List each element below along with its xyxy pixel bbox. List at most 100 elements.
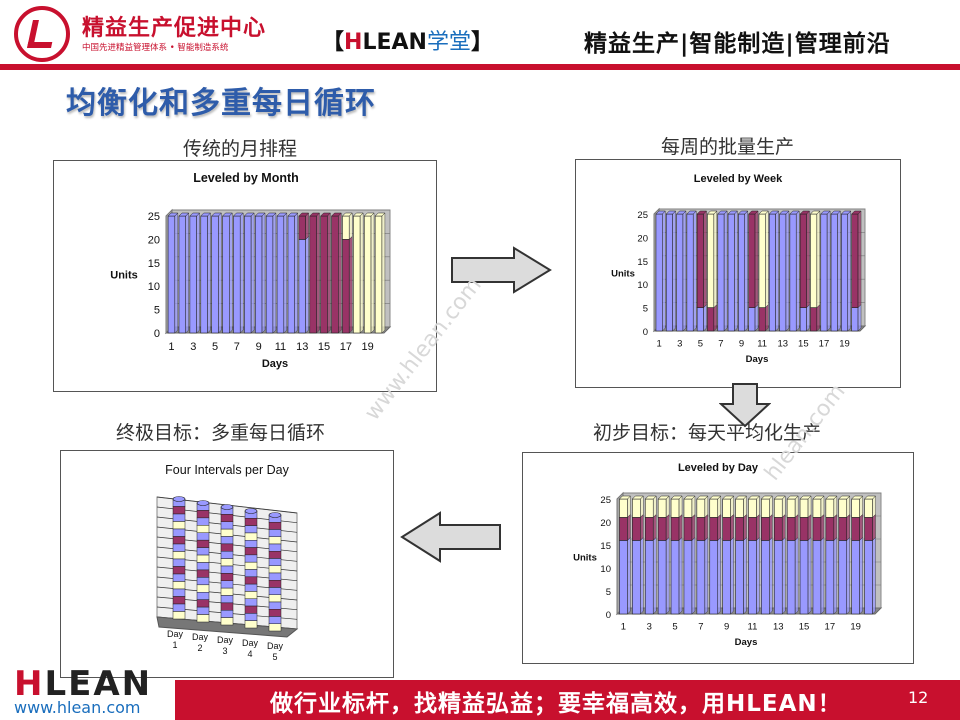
bar-top [254,212,266,217]
bar-segment [851,540,860,615]
y-tick-label: 0 [606,610,611,621]
bar-top [799,495,812,500]
x-tick-label: 3 [190,341,196,353]
bar-segment [172,573,186,582]
bar-side [672,210,676,332]
x-tick-label: Day [167,629,184,639]
bar-side [348,212,353,241]
chart-weekly: 0 5 10 15 20 25 1 3 5 7 9 11 13 15 17 19 Leveled by Week… [575,159,901,388]
bar-segment [268,558,282,566]
bar-side [743,536,747,615]
bar-side [704,513,709,542]
bar-side [196,212,200,334]
bar-segment [810,213,818,308]
y-axis-label: Units [110,270,138,282]
bar-segment [655,213,663,332]
bar-side [785,210,790,332]
bar-side [807,495,812,519]
bar-segment [196,554,210,563]
bar-side [640,536,644,615]
bar-side [730,495,734,519]
bar-top [840,210,852,215]
bar-top [799,210,811,215]
page-number: 12 [908,688,929,707]
bar-segment [268,587,282,595]
bar-segment [799,307,807,332]
bar-segment [748,540,757,615]
bar-side [833,495,838,519]
bar-segment [268,601,282,610]
bar-segment [268,536,282,545]
bar-segment [810,307,818,332]
bar-segment [758,307,766,332]
bar-side [652,536,657,615]
bar-side [846,536,850,615]
bar-top [696,495,709,500]
bar-side [743,513,747,542]
x-tick-label: 11 [748,622,758,633]
bar-segment [196,562,210,571]
bar-segment [670,517,680,541]
bar-segment [220,543,234,552]
bar-segment [632,498,641,518]
x-tick-label: Day [192,632,209,642]
bar-side [754,303,759,332]
x-axis-label: Days [735,637,758,648]
bar-side [837,210,841,332]
bar-side [756,513,760,542]
x-tick-label: 1 [657,339,662,350]
bar-side [218,212,222,334]
bar-segment [220,536,234,545]
bar-segment [222,215,230,334]
x-tick-label: 7 [698,622,703,633]
bar-segment [268,616,282,624]
header-slogan: 精益生产|智能制造|管理前沿 [584,31,891,57]
bar-side [185,212,189,334]
bar-segment [670,498,680,518]
bar-segment [644,517,654,541]
bar-side [781,495,786,519]
bar-segment [864,517,873,541]
bar-segment [825,540,835,615]
x-tick-label: 15 [799,622,810,633]
bar-top [696,210,708,215]
footer-url[interactable]: www.hlean.com [14,698,141,717]
bar-segment [696,540,706,615]
bar-segment [683,498,693,518]
bar-side [250,212,255,334]
bar-segment [254,215,263,334]
bar-segment [707,307,715,332]
bar-segment [244,605,258,614]
bar-segment [196,592,210,600]
bar-segment [825,498,835,518]
bar-segment [309,215,317,334]
bar-segment [233,215,241,334]
bar-top [211,212,223,217]
bar-side [794,513,799,542]
bar-side [781,513,786,542]
bar-segment [220,528,234,537]
bar-side [826,210,831,332]
bar-segment [773,540,783,615]
bar-segment [722,540,731,615]
y-tick-label: 15 [637,257,648,268]
bar-segment [220,587,234,596]
caption-monthly: 传统的月排程 [183,138,298,160]
bar-segment [657,540,667,615]
bar-top [722,495,735,500]
bar-segment [779,213,787,332]
y-tick-label: 5 [606,587,611,598]
bar-segment [196,614,210,623]
bar-segment [244,598,258,607]
bar-side [627,536,631,615]
chart-daily: 0 5 10 15 20 25 1 3 5 7 9 11 13 15 17 19 Leveled by Day D… [522,452,914,664]
bar-side [703,210,707,309]
y-axis-label: Units [573,553,597,564]
bar-top [670,495,683,500]
footer-slogan: 做行业标杆，找精益弘益；要幸福高效，用HLEAN！ [270,691,842,717]
bar-top [727,210,739,215]
bar-segment [265,215,274,334]
x-tick-label: 5 [272,652,277,662]
bar-side [272,212,277,334]
